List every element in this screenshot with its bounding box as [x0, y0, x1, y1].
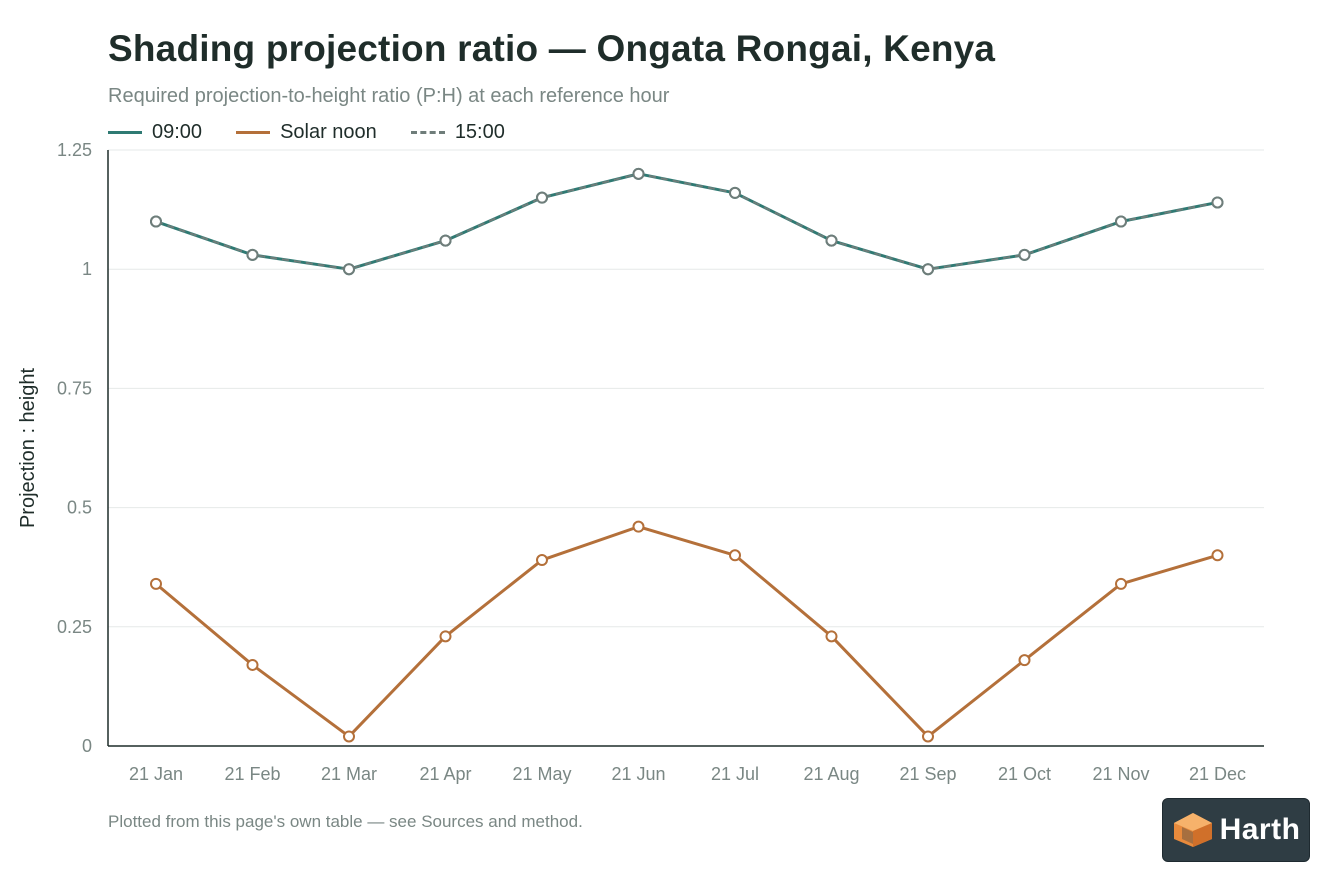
x-tick-label: 21 Oct: [998, 764, 1051, 784]
data-point-solar-noon: [439, 630, 452, 643]
data-point-15-00: [825, 234, 838, 247]
series-line-15-00: [155, 172, 1218, 271]
data-point-15-00: [1018, 248, 1031, 261]
data-point-15-00: [439, 234, 452, 247]
x-tick-label: 21 Jul: [711, 764, 759, 784]
data-point-15-00: [729, 186, 741, 199]
legend-item-1500: 15:00: [410, 120, 505, 144]
data-point-15-00: [343, 263, 355, 276]
data-point-15-00: [246, 248, 259, 261]
data-point-solar-noon: [1211, 549, 1224, 562]
x-tick-label: 21 May: [512, 764, 571, 784]
y-tick-label: 0.5: [67, 498, 92, 518]
harth-logo: Harth: [1162, 798, 1310, 862]
data-point-solar-noon: [536, 554, 548, 567]
y-tick-label: 0: [82, 736, 92, 756]
data-point-15-00: [536, 191, 548, 204]
legend-swatch-0900: [108, 130, 142, 134]
data-point-solar-noon: [150, 577, 162, 590]
data-point-solar-noon: [632, 520, 645, 533]
line-chart: 0 0.25 0.5 0.75 1 1.25 21 Jan 21 Feb 21 Mar 21 Ap…: [17, 140, 1264, 784]
x-tick-label: 21 Apr: [419, 764, 471, 784]
x-tick-label: 21 Feb: [224, 764, 280, 784]
y-tick-label: 0.75: [57, 378, 92, 398]
legend-item-0900: 09:00: [108, 121, 202, 144]
harth-logo-text: Harth: [1219, 813, 1301, 846]
data-point-solar-noon: [343, 730, 355, 743]
data-point-solar-noon: [825, 630, 838, 643]
x-tick-label: 21 Dec: [1189, 764, 1246, 784]
y-tick-label: 1: [82, 259, 92, 279]
x-tick-label: 21 Jun: [611, 764, 665, 784]
legend-label-solar-noon: Solar noon: [280, 120, 377, 143]
x-tick-label: 21 Sep: [899, 764, 956, 784]
chart-legend: 09:00 Solar noon 15:00: [108, 119, 539, 145]
legend-swatch-1500: [410, 130, 445, 134]
legend-item-solar-noon: Solar noon: [236, 121, 377, 144]
data-point-15-00: [922, 263, 934, 276]
y-axis-title: Projection : height: [17, 368, 39, 529]
y-tick-label: 1.25: [57, 140, 92, 160]
x-tick-label: 21 Mar: [321, 764, 377, 784]
chart-title: Shading projection ratio — Ongata Rongai…: [108, 28, 996, 69]
x-tick-label: 21 Aug: [803, 764, 859, 784]
chart-footnote: Plotted from this page's own table — see…: [108, 812, 583, 831]
data-point-solar-noon: [922, 730, 934, 743]
legend-label-1500: 15:00: [454, 120, 505, 143]
x-tick-label: 21 Jan: [129, 764, 183, 784]
data-point-solar-noon: [246, 658, 259, 671]
data-point-15-00: [632, 167, 645, 180]
data-point-solar-noon: [1018, 654, 1031, 667]
data-point-solar-noon: [729, 549, 741, 562]
data-point-15-00: [1115, 215, 1127, 228]
y-tick-label: 0.25: [57, 617, 92, 637]
series-line-solar-noon: [155, 525, 1218, 738]
harth-cube-icon: [1173, 813, 1212, 847]
series-line-09-00: [155, 172, 1218, 271]
data-point-15-00: [150, 215, 162, 228]
chart-subtitle: Required projection-to-height ratio (P:H…: [108, 85, 670, 107]
x-tick-label: 21 Nov: [1092, 764, 1149, 784]
legend-label-0900: 09:00: [152, 120, 203, 143]
data-point-15-00: [1211, 196, 1224, 209]
legend-swatch-solar-noon: [236, 130, 271, 134]
data-point-solar-noon: [1115, 577, 1127, 590]
